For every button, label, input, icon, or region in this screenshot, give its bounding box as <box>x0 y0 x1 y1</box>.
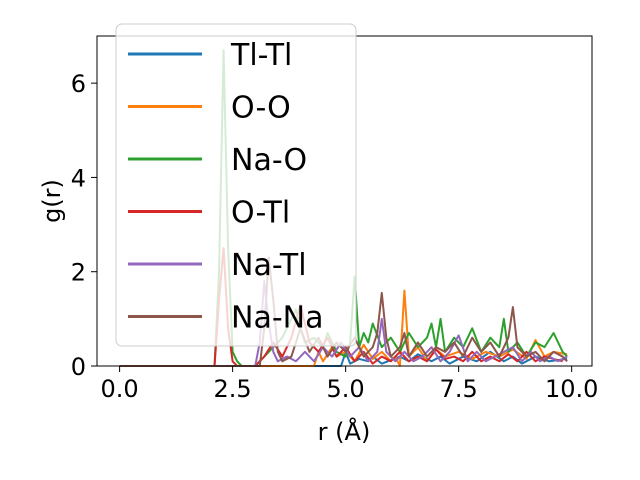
y-axis-ticks: 0 2 4 6 <box>71 70 97 381</box>
x-tick-label: 5.0 <box>327 375 365 403</box>
legend-label-na-na: Na-Na <box>231 301 323 336</box>
y-axis-label: g(r) <box>38 179 66 223</box>
y-tick-label: 0 <box>71 353 86 381</box>
legend-label-na-tl: Na-Tl <box>231 248 307 283</box>
legend-label-o-tl: O-Tl <box>231 196 290 231</box>
x-tick-label: 2.5 <box>214 375 252 403</box>
y-tick-label: 2 <box>71 259 86 287</box>
legend: Tl-Tl O-O Na-O O-Tl Na-Tl Na-Na <box>115 23 357 347</box>
legend-label-na-o: Na-O <box>231 143 307 178</box>
legend-label-tl-tl: Tl-Tl <box>230 38 292 73</box>
y-tick-label: 6 <box>71 70 86 98</box>
x-axis-label: r (Å) <box>318 417 371 446</box>
legend-label-o-o: O-O <box>231 91 291 126</box>
y-tick-label: 4 <box>71 164 86 192</box>
x-tick-label: 10.0 <box>545 375 598 403</box>
series-line-na-na <box>119 256 568 367</box>
x-tick-label: 7.5 <box>440 375 478 403</box>
x-axis-ticks: 0.0 2.5 5.0 7.5 10.0 <box>101 366 598 403</box>
x-tick-label: 0.0 <box>101 375 139 403</box>
